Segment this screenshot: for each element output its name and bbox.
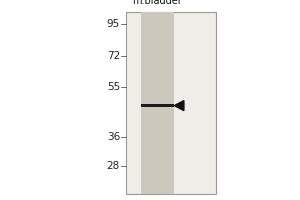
Polygon shape: [174, 101, 184, 111]
Bar: [126, 12, 216, 194]
Bar: [141, 12, 174, 194]
Bar: [141, 104, 174, 107]
Text: 28: 28: [107, 161, 120, 171]
Text: 36: 36: [107, 132, 120, 142]
Text: 55: 55: [107, 82, 120, 92]
Text: m.bladder: m.bladder: [133, 0, 182, 6]
Text: 72: 72: [107, 51, 120, 61]
Text: 95: 95: [107, 19, 120, 29]
